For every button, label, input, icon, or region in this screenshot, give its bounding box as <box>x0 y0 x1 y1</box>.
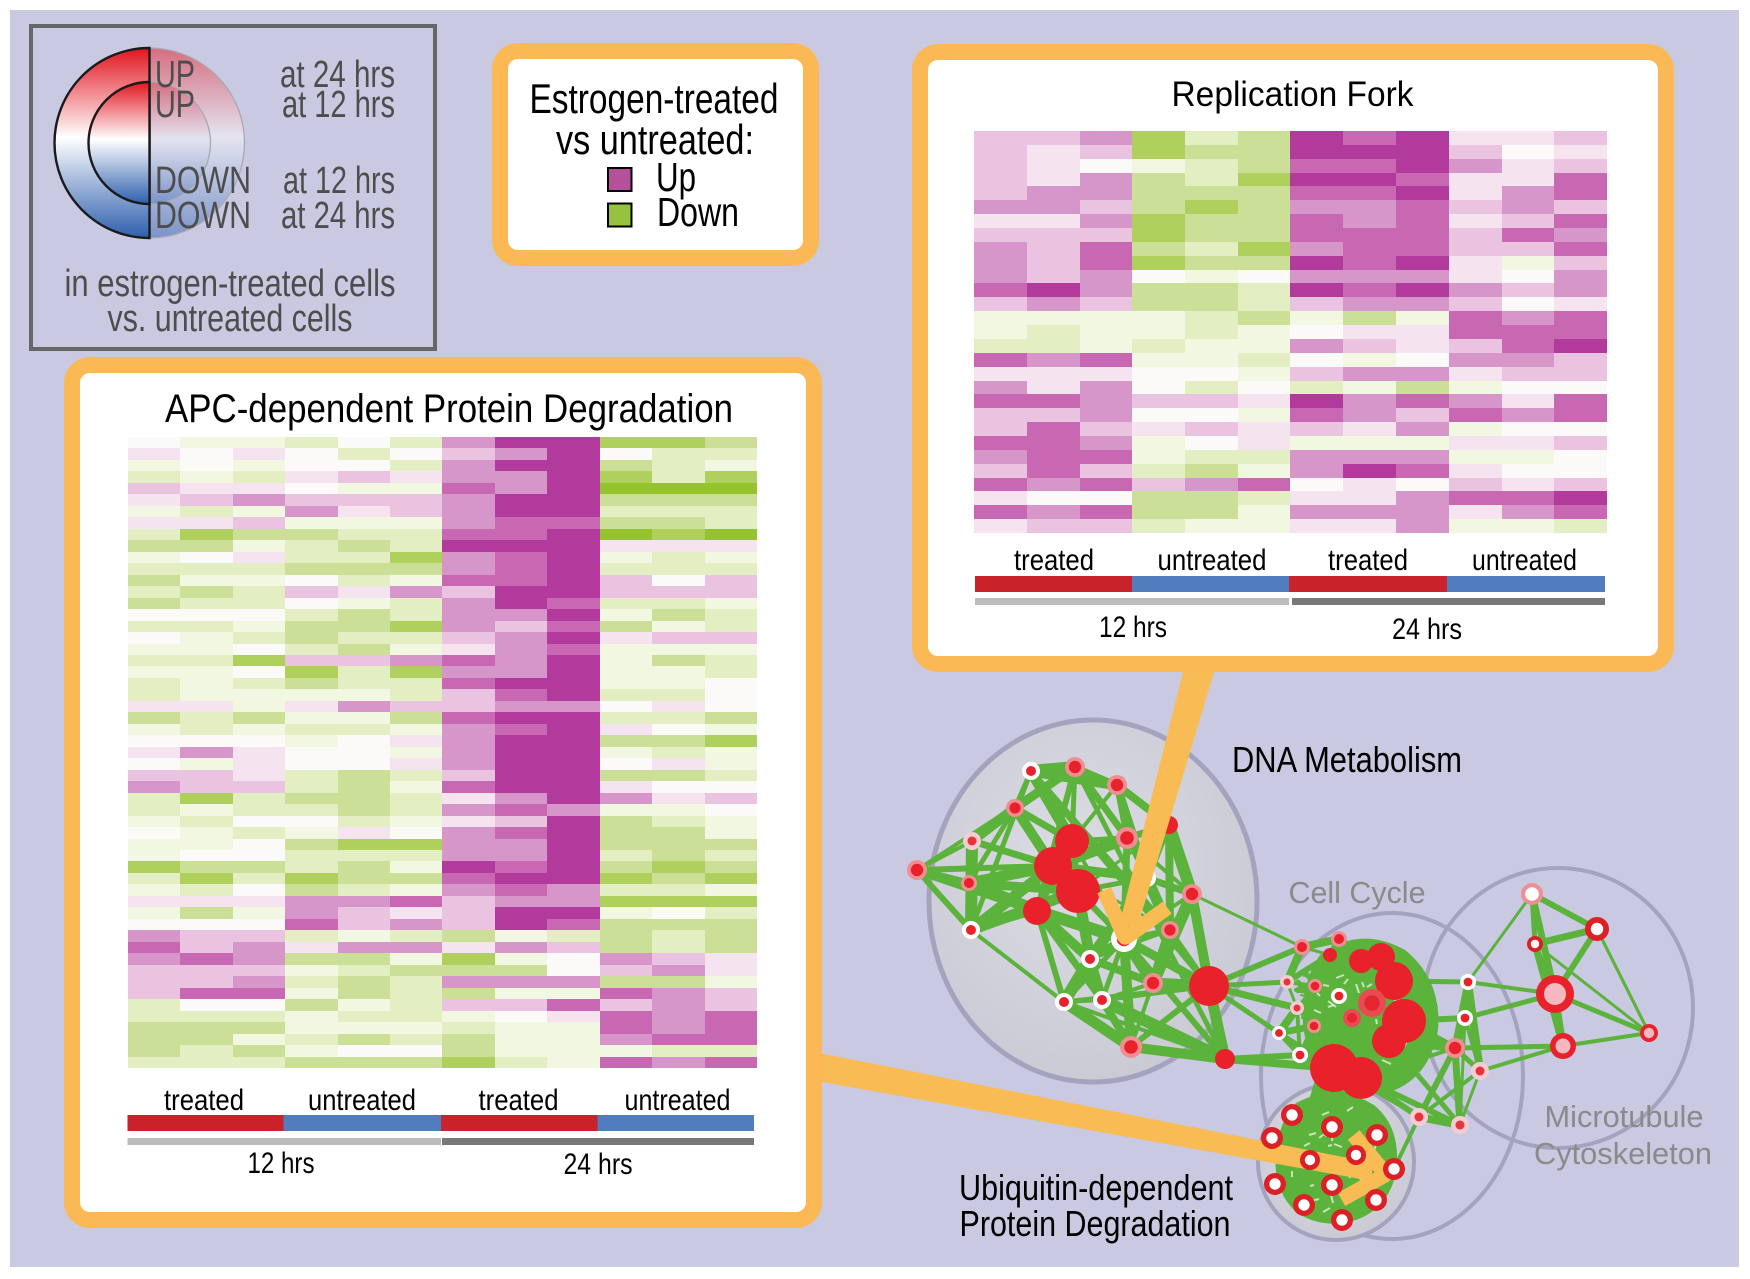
svg-text:in estrogen-treated cells: in estrogen-treated cells <box>65 263 396 305</box>
svg-text:Microtubule: Microtubule <box>1545 1099 1704 1134</box>
svg-text:untreated: untreated <box>625 1084 731 1117</box>
svg-text:at 24 hrs: at 24 hrs <box>280 54 395 96</box>
svg-text:APC-dependent Protein Degradat: APC-dependent Protein Degradation <box>165 387 733 431</box>
svg-text:Protein Degradation: Protein Degradation <box>960 1203 1231 1244</box>
svg-text:at 12 hrs: at 12 hrs <box>282 84 395 126</box>
svg-text:untreated: untreated <box>1158 544 1267 577</box>
svg-text:Down: Down <box>657 189 739 235</box>
svg-text:treated: treated <box>1328 544 1408 577</box>
svg-text:Replication Fork: Replication Fork <box>1172 75 1414 114</box>
svg-text:DOWN: DOWN <box>155 195 251 237</box>
svg-text:24 hrs: 24 hrs <box>564 1148 633 1181</box>
svg-text:at 24 hrs: at 24 hrs <box>281 195 395 237</box>
svg-text:DOWN: DOWN <box>155 160 251 202</box>
svg-text:untreated: untreated <box>308 1084 416 1117</box>
svg-text:vs. untreated cells: vs. untreated cells <box>108 298 353 340</box>
svg-text:DNA Metabolism: DNA Metabolism <box>1232 739 1462 780</box>
svg-text:12 hrs: 12 hrs <box>248 1147 315 1180</box>
svg-text:treated: treated <box>1014 544 1094 577</box>
svg-text:Ubiquitin-dependent: Ubiquitin-dependent <box>959 1167 1233 1208</box>
svg-text:Cytoskeleton: Cytoskeleton <box>1534 1136 1712 1171</box>
svg-text:vs untreated:: vs untreated: <box>556 116 754 163</box>
svg-text:Cell Cycle: Cell Cycle <box>1289 875 1426 910</box>
svg-text:Estrogen-treated: Estrogen-treated <box>530 75 779 122</box>
svg-text:untreated: untreated <box>1472 544 1577 577</box>
svg-text:UP: UP <box>155 54 195 96</box>
svg-text:UP: UP <box>155 84 195 126</box>
svg-text:treated: treated <box>479 1084 559 1117</box>
svg-text:12 hrs: 12 hrs <box>1099 611 1167 644</box>
svg-text:treated: treated <box>164 1084 244 1117</box>
svg-text:24 hrs: 24 hrs <box>1392 613 1462 646</box>
svg-text:Up: Up <box>656 154 696 200</box>
svg-text:at 12 hrs: at 12 hrs <box>283 160 395 202</box>
